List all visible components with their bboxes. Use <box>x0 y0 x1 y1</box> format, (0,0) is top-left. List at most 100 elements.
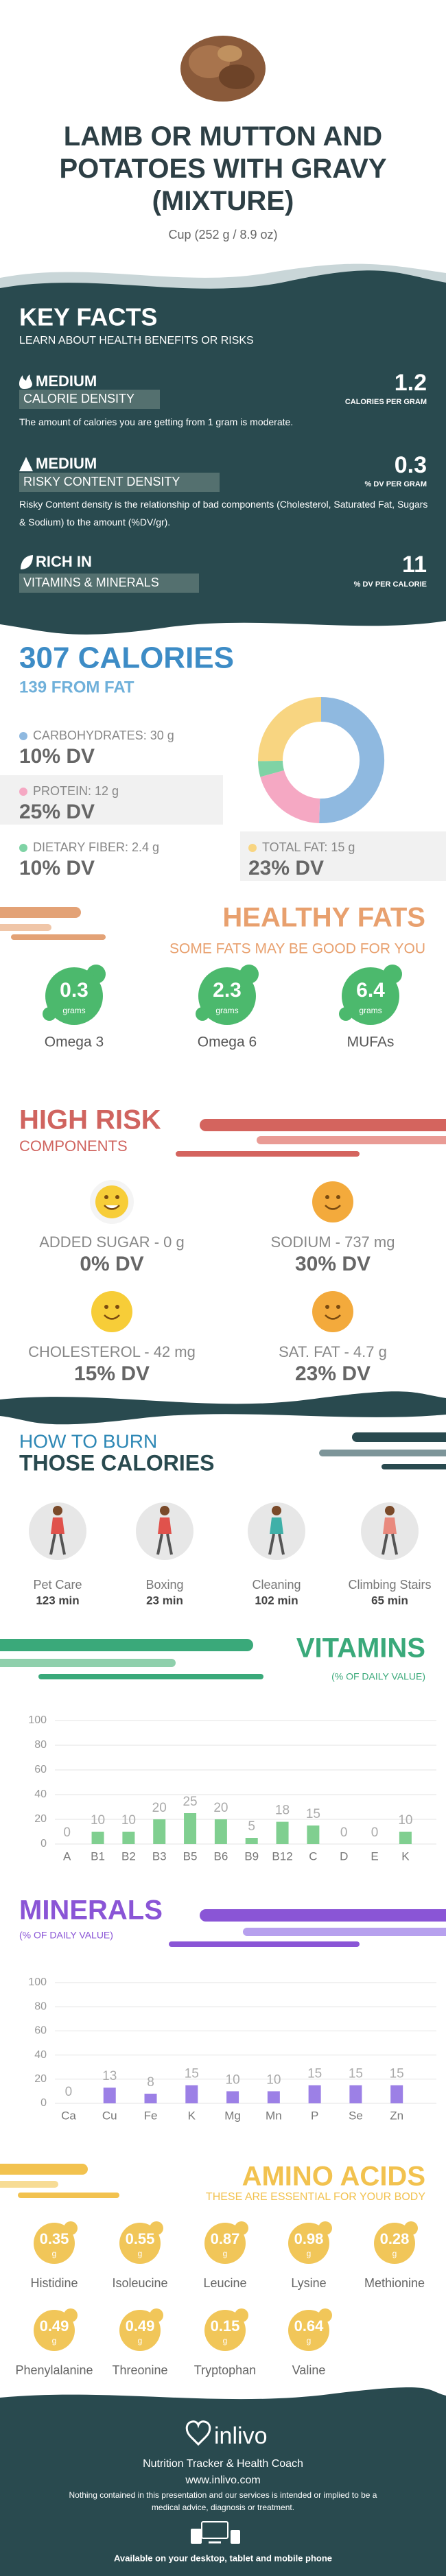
risk-label: ADDED SUGAR - 0 g <box>39 1233 185 1251</box>
bar-value-label: 15 <box>306 1807 320 1821</box>
fact-unit: CALORIES PER GRAM <box>345 398 427 406</box>
bar <box>276 1821 289 1844</box>
section-title: THOSE CALORIES <box>19 1450 214 1475</box>
amino-unit: g <box>307 2336 312 2345</box>
activity-figure-legs <box>382 1533 398 1555</box>
amino-circle <box>34 2223 75 2264</box>
x-tick-label: K <box>188 2109 196 2122</box>
fact-description-box: Risky Content density is the relationshi… <box>19 499 427 528</box>
smiley-eye <box>104 1195 108 1199</box>
y-tick-label: 100 <box>28 1714 47 1726</box>
amino-unit: g <box>138 2336 143 2345</box>
activity-figure-legs <box>268 1533 285 1555</box>
activity-time: 23 min <box>146 1594 183 1607</box>
activity-figure-head <box>272 1506 281 1515</box>
activity-time: 65 min <box>371 1594 408 1607</box>
amino-circle <box>204 2223 246 2264</box>
legend-dv: 10% DV <box>19 857 95 879</box>
bar <box>91 1832 104 1844</box>
amino-name: Tryptophan <box>194 2363 256 2377</box>
section-subtitle: SOME FATS MAY BE GOOD FOR YOU <box>169 941 425 957</box>
bar-value-label: 13 <box>102 2069 117 2083</box>
activity-figure-body <box>51 1517 64 1534</box>
y-tick-label: 20 <box>34 2073 47 2085</box>
fact-name-box <box>19 390 160 409</box>
x-tick-label: Mg <box>224 2109 241 2122</box>
amino-name: Methionine <box>364 2276 425 2290</box>
risk-label: SODIUM - 737 mg <box>271 1233 395 1251</box>
x-tick-label: Cu <box>102 2109 117 2122</box>
bar-value-label: 0 <box>63 1825 71 1840</box>
bar-value-label: 25 <box>183 1795 197 1809</box>
amino-circle <box>119 2310 161 2351</box>
amino-unit: g <box>223 2249 228 2258</box>
legend-dot <box>248 844 257 852</box>
activity-time: 123 min <box>36 1594 79 1607</box>
amino-unit: g <box>52 2336 57 2345</box>
fact-name: CALORIE DENSITY <box>23 392 134 405</box>
smiley-eye <box>336 1195 340 1199</box>
fat-name: Omega 3 <box>45 1035 104 1050</box>
disclaimer-box: Nothing contained in this presentation a… <box>69 2490 377 2512</box>
donut-slice <box>260 770 320 823</box>
chart-subtitle: (% OF DAILY VALUE) <box>331 1671 425 1682</box>
x-tick-label: B1 <box>91 1850 105 1863</box>
fat-name: MUFAs <box>347 1035 395 1050</box>
amino-value: 0.15 <box>211 2317 240 2335</box>
activity-figure-body <box>270 1517 283 1534</box>
activity-figure-head <box>385 1506 395 1515</box>
amino-circle <box>34 2310 75 2351</box>
risk-dv: 15% DV <box>74 1362 150 1385</box>
serving: Cup (252 g / 8.9 oz) <box>168 228 277 241</box>
bar-value-label: 15 <box>349 2067 363 2081</box>
title: LAMB OR MUTTON AND POTATOES WITH GRAVY (… <box>59 121 387 216</box>
smiley-eye <box>325 1305 329 1309</box>
bar <box>307 1825 320 1844</box>
bar <box>214 1819 227 1844</box>
x-tick-label: D <box>340 1850 348 1863</box>
amino-name: Valine <box>292 2363 326 2377</box>
risk-label: CHOLESTEROL - 42 mg <box>28 1343 196 1360</box>
device-icon <box>191 2529 202 2544</box>
x-tick-label: Se <box>349 2109 363 2122</box>
chart-subtitle: 139 FROM FAT <box>19 678 134 696</box>
x-tick-label: B12 <box>272 1850 292 1863</box>
bar <box>122 1832 135 1844</box>
activity-figure-head <box>160 1506 169 1515</box>
fact-level: MEDIUM <box>36 455 97 472</box>
legend-row-bg <box>240 831 446 881</box>
activity-name: Climbing Stairs <box>348 1578 431 1592</box>
bar-value-label: 8 <box>147 2075 154 2090</box>
amino-unit: g <box>52 2249 57 2258</box>
legend-label: CARBOHYDRATES: 30 g <box>33 729 174 742</box>
section-subtitle: LEARN ABOUT HEALTH BENEFITS OR RISKS <box>19 335 254 346</box>
bar-value-label: 15 <box>185 2067 199 2081</box>
donut-slice <box>257 697 321 761</box>
amino-unit: g <box>307 2249 312 2258</box>
fact-unit: % DV PER GRAM <box>365 480 427 488</box>
risk-dv: 23% DV <box>295 1362 371 1385</box>
y-tick-label: 80 <box>34 1739 47 1751</box>
bar <box>103 2088 116 2103</box>
bar-value-label: 0 <box>371 1825 379 1840</box>
legend-dot <box>19 732 27 740</box>
url: www.inlivo.com <box>185 2474 260 2486</box>
legend-label: TOTAL FAT: 15 g <box>262 840 355 854</box>
amino-circle <box>288 2310 329 2351</box>
fat-value: 6.4 <box>356 979 385 1002</box>
amino-unit: g <box>223 2336 228 2345</box>
bar-value-label: 15 <box>307 2067 322 2081</box>
bar-value-label: 18 <box>275 1804 290 1818</box>
legend-label: PROTEIN: 12 g <box>33 784 119 798</box>
bar-value-label: 10 <box>121 1813 136 1828</box>
x-tick-label: E <box>371 1850 378 1863</box>
amino-value: 0.49 <box>126 2317 155 2335</box>
title-box: LAMB OR MUTTON AND POTATOES WITH GRAVY (… <box>59 121 387 216</box>
y-tick-label: 100 <box>28 1976 47 1988</box>
smiley-icon <box>95 1185 128 1218</box>
smiley-icon <box>91 1291 132 1332</box>
bar <box>184 1813 197 1844</box>
fact-value: 11 <box>402 552 427 578</box>
bar-value-label: 20 <box>152 1801 167 1815</box>
